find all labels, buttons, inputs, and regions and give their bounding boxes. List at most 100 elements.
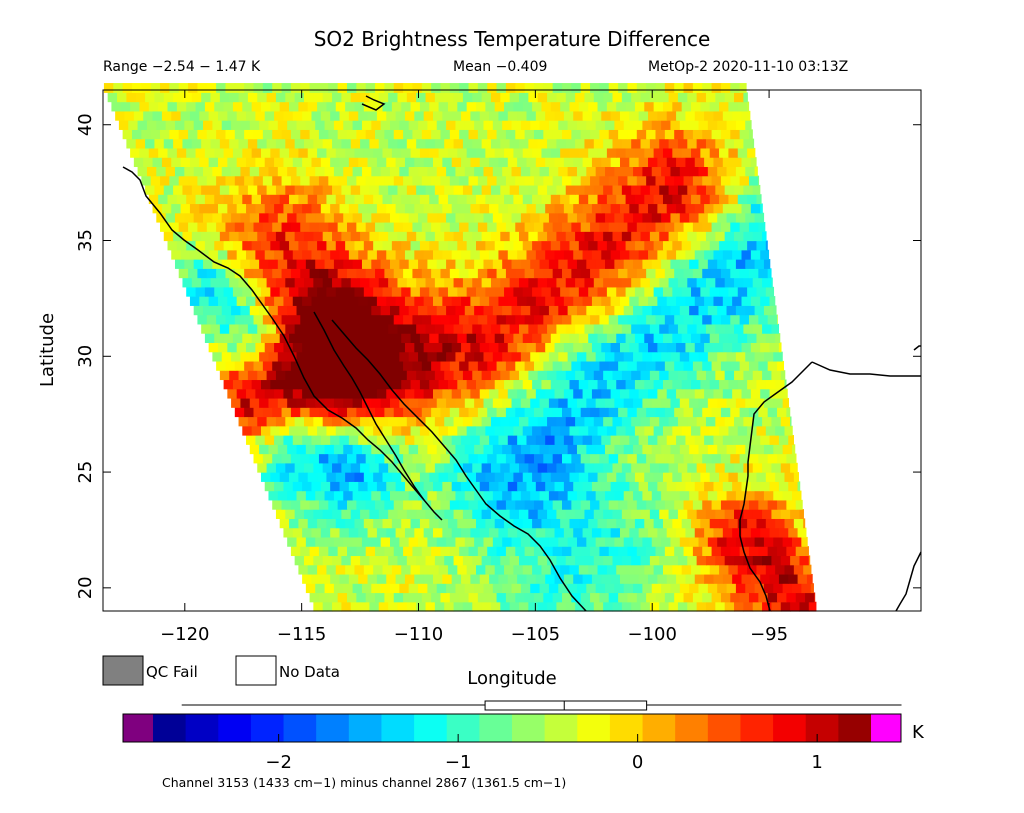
- heatmap-cell: [569, 101, 580, 112]
- heatmap-cell: [689, 490, 700, 501]
- heatmap-cell: [498, 527, 509, 538]
- heatmap-cell: [419, 564, 430, 575]
- heatmap-cell: [438, 194, 449, 205]
- heatmap-cell: [563, 157, 574, 168]
- heatmap-cell: [745, 259, 756, 269]
- heatmap-cell: [369, 462, 380, 473]
- heatmap-cell: [724, 462, 735, 473]
- heatmap-cell: [702, 129, 713, 140]
- heatmap-cell: [595, 166, 606, 177]
- heatmap-cell: [457, 333, 468, 343]
- heatmap-cell: [406, 509, 417, 519]
- heatmap-cell: [513, 472, 524, 482]
- heatmap-cell: [494, 101, 505, 112]
- heatmap-cell: [315, 259, 326, 269]
- heatmap-cell: [548, 583, 559, 594]
- heatmap-cell: [664, 83, 675, 93]
- heatmap-cell: [668, 231, 679, 242]
- heatmap-cell: [457, 147, 468, 158]
- heatmap-cell: [593, 462, 604, 473]
- heatmap-cell: [459, 268, 470, 279]
- heatmap-cell: [662, 518, 673, 529]
- heatmap-cell: [627, 360, 638, 371]
- heatmap-cell: [289, 147, 299, 158]
- heatmap-cell: [178, 221, 189, 232]
- heatmap-cell: [431, 268, 442, 279]
- heatmap-cell: [464, 397, 475, 408]
- heatmap-cell: [541, 240, 552, 251]
- heatmap-cell: [363, 564, 374, 575]
- heatmap-cell: [274, 435, 285, 445]
- colorbar-tick-label: 0: [632, 752, 643, 773]
- heatmap-cell: [567, 212, 578, 223]
- heatmap-cell: [629, 435, 640, 445]
- heatmap-cell: [303, 509, 314, 519]
- heatmap-cell: [188, 221, 199, 232]
- heatmap-cell: [423, 110, 434, 121]
- heatmap-cell: [449, 314, 460, 325]
- heatmap-cell: [533, 314, 544, 325]
- heatmap-cell: [659, 462, 670, 473]
- heatmap-cell: [320, 157, 331, 168]
- heatmap-cell: [720, 407, 731, 418]
- heatmap-cell: [569, 333, 580, 343]
- heatmap-cell: [777, 546, 787, 557]
- heatmap-cell: [507, 435, 518, 445]
- heatmap-cell: [619, 203, 630, 214]
- heatmap-cell: [623, 444, 634, 455]
- heatmap-cell: [232, 101, 243, 112]
- heatmap-cell: [657, 481, 668, 492]
- heatmap-cell: [350, 138, 361, 149]
- heatmap-cell: [575, 509, 586, 519]
- heatmap-cell: [519, 462, 529, 473]
- heatmap-cell: [608, 360, 619, 371]
- heatmap-cell: [576, 397, 587, 408]
- heatmap-cell: [388, 416, 399, 427]
- heatmap-cell: [674, 175, 685, 186]
- heatmap-cell: [195, 194, 206, 205]
- heatmap-cell: [619, 573, 630, 584]
- heatmap-cell: [552, 407, 563, 418]
- heatmap-cell: [717, 351, 728, 362]
- heatmap-cell: [724, 555, 735, 566]
- heatmap-cell: [446, 259, 457, 269]
- heatmap-cell: [361, 351, 372, 362]
- y-tick-label: 40: [75, 113, 96, 136]
- heatmap-cell: [289, 518, 299, 529]
- heatmap-cell: [631, 509, 642, 519]
- heatmap-cell: [234, 407, 245, 418]
- heatmap-cell: [741, 342, 752, 353]
- heatmap-cell: [631, 184, 642, 195]
- heatmap-cell: [320, 527, 331, 538]
- heatmap-cell: [348, 249, 359, 260]
- heatmap-cell: [341, 138, 352, 149]
- heatmap-cell: [603, 416, 614, 427]
- heatmap-cell: [707, 397, 718, 408]
- heatmap-cell: [498, 388, 509, 399]
- heatmap-cell: [550, 101, 561, 112]
- heatmap-cell: [348, 110, 359, 121]
- heatmap-cell: [530, 583, 541, 594]
- heatmap-cell: [285, 92, 296, 103]
- heatmap-cell: [378, 323, 389, 334]
- heatmap-cell: [225, 314, 236, 325]
- heatmap-cell: [253, 221, 264, 232]
- heatmap-cell: [625, 425, 636, 436]
- heatmap-cell: [322, 231, 333, 242]
- heatmap-cell: [569, 564, 580, 575]
- heatmap-cell: [440, 129, 451, 140]
- heatmap-cell: [633, 583, 644, 594]
- heatmap-cell: [750, 249, 761, 260]
- heatmap-cell: [390, 259, 400, 269]
- heatmap-cell: [348, 342, 359, 353]
- heatmap-cell: [591, 573, 602, 584]
- heatmap-cell: [550, 147, 561, 158]
- heatmap-cell: [692, 360, 703, 371]
- heatmap-cell: [610, 342, 621, 353]
- heatmap-cell: [664, 268, 675, 279]
- heatmap-cell: [468, 314, 479, 325]
- heatmap-cell: [756, 518, 767, 529]
- heatmap-cell: [472, 462, 483, 473]
- heatmap-cell: [629, 388, 640, 399]
- heatmap-cell: [234, 175, 245, 186]
